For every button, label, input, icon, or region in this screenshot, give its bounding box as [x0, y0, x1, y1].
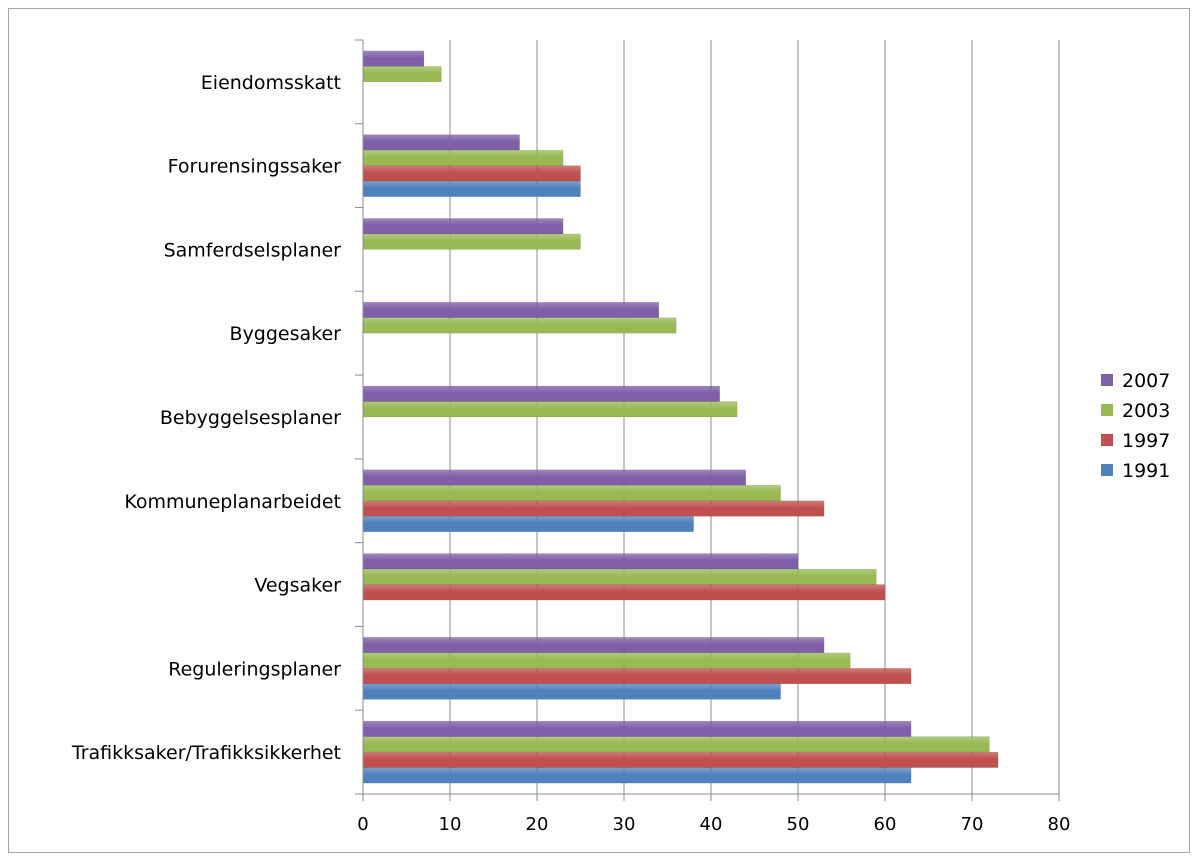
legend-swatch-2007 [1101, 374, 1113, 386]
x-tick-label: 0 [357, 814, 368, 835]
x-tick-label: 30 [613, 814, 636, 835]
x-tick-label: 60 [874, 814, 897, 835]
bar-1997-7 [362, 668, 912, 685]
legend-label-2007: 2007 [1122, 370, 1170, 392]
x-tick-label: 80 [1048, 814, 1071, 835]
legend-swatch-1997 [1101, 434, 1113, 446]
x-tick-label: 40 [700, 814, 723, 835]
category-labels: Eiendomsskatt Forurensingssaker Samferdsel… [71, 72, 341, 764]
x-tick-label: 70 [961, 814, 984, 835]
bar-1991-5 [362, 516, 694, 533]
bar-1997-8 [362, 751, 999, 768]
legend-label-2003: 2003 [1122, 400, 1170, 422]
axes [355, 39, 1060, 801]
bar-2007-6 [362, 553, 799, 570]
bar-2007-7 [362, 637, 825, 654]
category-label: Forurensingssaker [168, 156, 342, 178]
bar-2007-1 [362, 134, 520, 151]
x-tick-label: 20 [526, 814, 549, 835]
category-label: Samferdselsplaner [164, 239, 342, 261]
category-label: Reguleringsplaner [168, 658, 341, 680]
bar-2003-0 [362, 66, 442, 83]
legend-label-1997: 1997 [1122, 430, 1170, 452]
bar-2003-8 [362, 736, 990, 753]
category-label: Byggesaker [230, 323, 342, 345]
bar-1991-8 [362, 767, 912, 784]
bar-2003-3 [362, 317, 677, 334]
x-tick-label: 10 [439, 814, 462, 835]
category-label: Eiendomsskatt [201, 72, 341, 94]
chart-frame [8, 8, 1190, 853]
bar-2003-7 [362, 652, 851, 669]
bar-1997-6 [362, 584, 886, 601]
bar-1991-7 [362, 683, 781, 700]
category-label: Bebyggelsesplaner [160, 407, 341, 429]
legend-label-1991: 1991 [1122, 460, 1170, 482]
bar-2007-4 [362, 385, 720, 402]
bar-2003-6 [362, 568, 877, 585]
bar-2003-5 [362, 485, 781, 502]
bar-2007-0 [362, 50, 425, 67]
bar-2007-8 [362, 720, 912, 737]
category-label: Vegsaker [254, 575, 341, 597]
bar-2003-4 [362, 401, 738, 418]
x-tick-labels: 0 10 20 30 40 50 60 70 80 [357, 814, 1070, 835]
bar-1997-5 [362, 500, 825, 517]
bar-2007-2 [362, 218, 564, 235]
bars [362, 50, 999, 784]
category-label: Trafikksaker/Trafikksikkerhet [71, 742, 341, 764]
legend-swatch-1991 [1101, 464, 1113, 476]
bar-2007-5 [362, 469, 747, 486]
bar-1997-1 [362, 165, 581, 182]
legend-swatch-2003 [1101, 404, 1113, 416]
bar-1991-1 [362, 180, 581, 197]
legend: 2007 2003 1997 1991 [1101, 370, 1170, 482]
x-tick-label: 50 [787, 814, 810, 835]
bar-2003-2 [362, 233, 581, 250]
bar-2007-3 [362, 301, 660, 318]
category-label: Kommuneplanarbeidet [124, 491, 341, 513]
bar-2003-1 [362, 149, 564, 166]
